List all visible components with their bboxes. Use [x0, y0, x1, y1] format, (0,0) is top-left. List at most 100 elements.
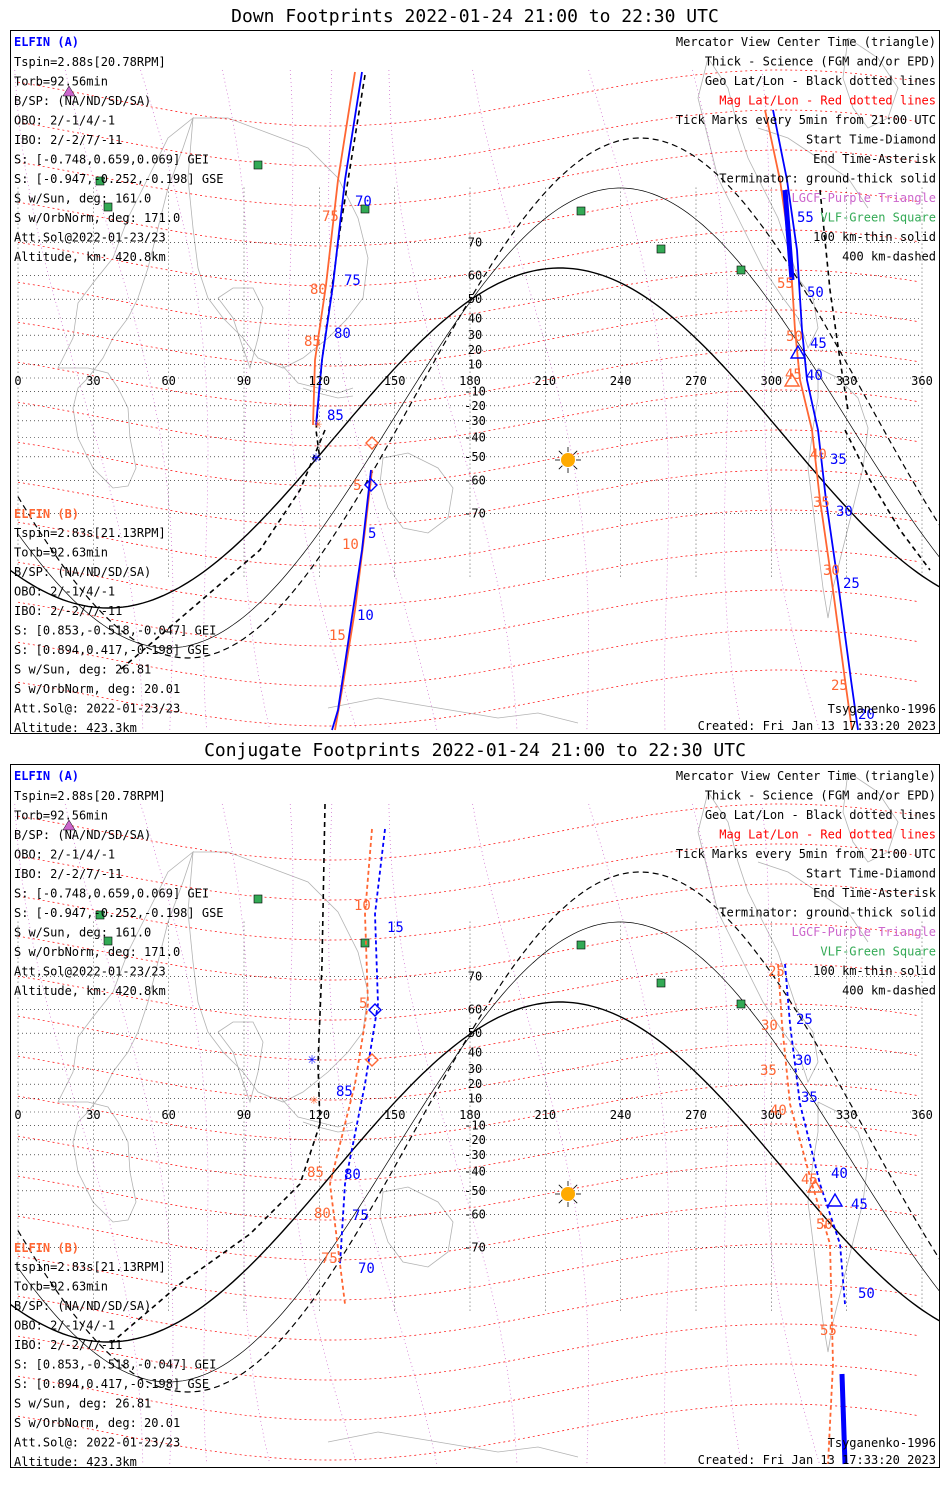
lat-tick-label: -60 [464, 474, 486, 488]
elfin-a-tick-label: 80 [334, 326, 351, 342]
elfin-a-tick-label: 5 [368, 526, 376, 542]
lat-tick-label: 60 [468, 268, 482, 282]
coastline [57, 116, 194, 489]
end-asterisk-icon: ✳ [311, 447, 321, 466]
lat-tick-label: 60 [468, 1002, 482, 1016]
lat-tick-label: -10 [464, 1119, 486, 1133]
lat-tick-label: 40 [468, 311, 482, 325]
elfin-a-info: ELFIN (A) Tspin=2.88s[20.78RPM] Torb=92.56… [14, 35, 224, 264]
elfin-b-header: ELFIN (B) [14, 507, 79, 521]
elfin-b-tick-label: 50 [816, 1217, 833, 1233]
elfin-b-tick-label: 45 [785, 367, 802, 383]
coastline [379, 452, 454, 534]
lat-tick-label: -40 [464, 1165, 486, 1179]
elfin-a-tick-label: 75 [352, 1208, 369, 1224]
elfin-b-header: ELFIN (B) [14, 1241, 79, 1255]
vlf-square-icon [253, 160, 263, 170]
mag-parallel [17, 629, 919, 687]
lon-tick-label: 90 [237, 374, 251, 388]
lon-tick-label: 270 [685, 1108, 707, 1122]
map-panel-0: ✳✳0 30 60 90 120 150 180 210 240 270 300 330 3607060… [10, 30, 940, 735]
elfin-b-line: S w/OrbNorm, deg: 20.01 [14, 682, 180, 696]
vlf-square-icon [95, 176, 105, 186]
lon-tick-label: 60 [161, 374, 175, 388]
lat-tick-label: -60 [464, 1208, 486, 1222]
lon-tick-label: 210 [534, 374, 556, 388]
lat-tick-label: -30 [464, 1148, 486, 1162]
start-diamond-icon [368, 1003, 382, 1017]
elfin-b-tick-label: 50 [786, 329, 803, 345]
lon-tick-label: 300 [760, 374, 782, 388]
elfin-b-line: B/SP: (NA/ND/SD/SA) [14, 1299, 151, 1313]
elfin-b-line: Att.Sol@: 2022-01-23/23 [14, 702, 180, 716]
mag-meridians [14, 803, 820, 1465]
lon-tick-label: 360 [911, 1108, 933, 1122]
lat-tick-label: -70 [464, 506, 486, 520]
lon-tick-label: 120 [308, 374, 330, 388]
elfin-a-tick-label: 10 [357, 608, 374, 624]
geo-track [315, 74, 366, 461]
panel-title-conjugate: Conjugate Footprints 2022-01-24 21:00 to… [204, 740, 746, 761]
elfin-b-line: Tspin=2.83s[21.13RPM] [14, 526, 166, 540]
elfin-a-line: Tspin=2.88s[20.78RPM] [14, 55, 166, 69]
elfin-b-line: IBO: 2/-2/7/-11 [14, 604, 122, 618]
elfin-a-line: Altitude, km: 420.8km [14, 984, 166, 998]
coastline [187, 117, 369, 369]
lat-tick-label: 70 [468, 236, 482, 250]
mag-meridian [388, 69, 518, 731]
created-timestamp: Created: Fri Jan 13 17:33:20 2023 [698, 1453, 936, 1467]
legend-entry: 100 km-thin solid [813, 230, 936, 244]
elfin-b-tick-label: 5 [353, 478, 361, 494]
lat-tick-label: 70 [468, 970, 482, 984]
elfin-a-tick-label: 70 [355, 194, 372, 210]
coastline [187, 851, 369, 1103]
elfin-b-tick-label: 10 [354, 898, 371, 914]
geo-track [819, 189, 849, 411]
elfin-a-line: B/SP: (NA/ND/SD/SA) [14, 828, 151, 842]
elfin-b-line: S: [0.894,0.417,-0.198] GSE [14, 1377, 209, 1391]
lgcf-triangle-icon [62, 85, 76, 97]
lon-tick-label: 330 [836, 374, 858, 388]
lat-tick-label: -70 [464, 1240, 486, 1254]
track-tick-labels: 7075808551055504540353025207580855101555… [304, 194, 875, 723]
elfin-b-line: S w/OrbNorm, deg: 20.01 [14, 1416, 180, 1430]
lon-tick-label: 240 [610, 1108, 632, 1122]
coastline [279, 362, 354, 394]
elfin-b-tick-label: 35 [760, 1063, 777, 1079]
elfin-a-line: Tspin=2.88s[20.78RPM] [14, 789, 166, 803]
coastline [302, 387, 354, 399]
legend-entry: Start Time-Diamond [806, 867, 936, 881]
start-diamond-icon [365, 436, 379, 450]
elfin-a-header: ELFIN (A) [14, 769, 79, 783]
vlf-square-icon [656, 244, 666, 254]
legend-entry: End Time-Asterisk [813, 886, 937, 900]
lon-tick-label: 270 [685, 374, 707, 388]
coastline [842, 37, 899, 129]
footprint-tracks: ✳✳ [119, 71, 931, 731]
lon-tick-label: 150 [384, 1108, 406, 1122]
lon-tick-label: 0 [14, 374, 21, 388]
legend-entry: End Time-Asterisk [813, 152, 937, 166]
elfin-a-tick-label: 45 [810, 336, 827, 352]
mag-meridian [691, 803, 742, 1465]
elfin-b-tick-label: 55 [777, 276, 794, 292]
lon-tick-label: 180 [459, 1108, 481, 1122]
vlf-square-icon [103, 202, 113, 212]
vlf-square-icon [253, 894, 263, 904]
mag-meridian [761, 69, 820, 731]
elfin-b-tick-label: 80 [314, 1206, 331, 1222]
model-credit: Tsyganenko-1996 [828, 702, 936, 716]
coastline [217, 1021, 264, 1104]
elfin-b-track-east [777, 963, 834, 1465]
lon-tick-label: 150 [384, 374, 406, 388]
elfin-b-tick-label: 75 [322, 209, 339, 225]
elfin-b-info: ELFIN (B) Tspin=2.83s[21.13RPM] Torb=92.63… [14, 507, 216, 735]
mag-meridian [691, 69, 742, 731]
vlf-square-icon [736, 265, 746, 275]
sun-icon [555, 447, 581, 473]
footprint-tracks: ✳✳ [109, 803, 848, 1465]
legend-entry: VLF-Green Square [820, 211, 936, 225]
legend-entry: Tick Marks every 5min from 21:00 UTC [676, 113, 936, 127]
geo-track [317, 803, 326, 1125]
elfin-a-tick-label: 40 [806, 368, 823, 384]
